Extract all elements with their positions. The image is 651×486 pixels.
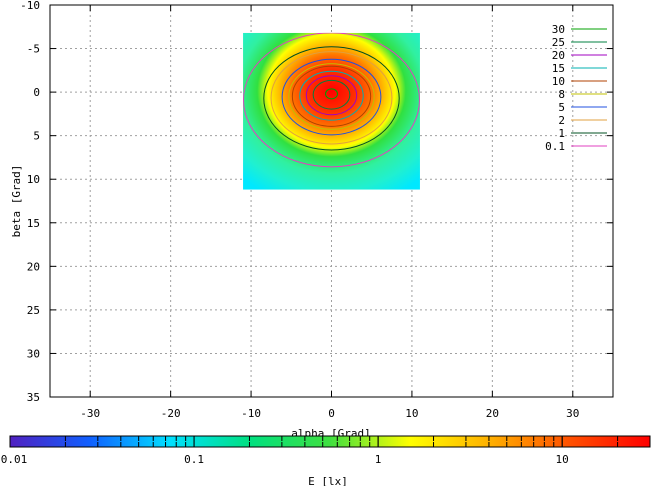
y-tick-label: 15 xyxy=(27,217,40,230)
contour-lines xyxy=(243,32,420,168)
heatmap xyxy=(243,32,420,190)
x-tick-label: -20 xyxy=(161,407,181,420)
y-tick-label: 10 xyxy=(27,173,40,186)
contour-20 xyxy=(305,75,358,116)
contour-10 xyxy=(291,65,372,127)
colorbar-ticks: 0.01 0.1 1 10 xyxy=(1,436,651,466)
contour-1 xyxy=(263,46,400,151)
legend-label: 1 xyxy=(558,127,565,140)
contour-25 xyxy=(312,79,351,110)
legend-label: 15 xyxy=(552,62,565,75)
legend-label: 8 xyxy=(558,88,565,101)
colorbar-label: E [lx] xyxy=(308,475,348,486)
x-tick-label: 0 xyxy=(328,407,335,420)
heatmap-background xyxy=(243,32,420,190)
y-tick-label: -10 xyxy=(20,0,40,12)
colorbar-tick-label: 1 xyxy=(375,453,382,466)
y-tick-label: 20 xyxy=(27,260,40,273)
y-tick-label: 5 xyxy=(33,130,40,143)
x-tick-label: 10 xyxy=(405,407,418,420)
contour-2 xyxy=(270,51,393,145)
contour-5 xyxy=(281,58,382,136)
y-tick-label: 35 xyxy=(27,391,40,404)
contour-30 xyxy=(325,88,338,100)
y-tick-label: 30 xyxy=(27,347,40,360)
y-tick-label: 25 xyxy=(27,304,40,317)
contour-15 xyxy=(299,70,364,121)
x-tick-label: 20 xyxy=(486,407,499,420)
legend-label: 2 xyxy=(558,114,565,127)
y-tick-label: -5 xyxy=(27,43,40,56)
legend-label: 30 xyxy=(552,23,565,36)
legend-label: 25 xyxy=(552,36,565,49)
legend-label: 0.1 xyxy=(545,140,565,153)
contour-8 xyxy=(288,63,375,130)
colorbar-tick-label: 0.01 xyxy=(1,453,28,466)
colorbar-tick-label: 10 xyxy=(556,453,569,466)
x-tick-label: -10 xyxy=(241,407,261,420)
legend-label: 5 xyxy=(558,101,565,114)
colorbar-tick-label: 0.1 xyxy=(184,453,204,466)
legend-label: 20 xyxy=(552,49,565,62)
legend-label: 10 xyxy=(552,75,565,88)
x-tick-label: 30 xyxy=(566,407,579,420)
x-tick-label: -30 xyxy=(80,407,100,420)
x-axis-ticks: -30 -20 -10 0 10 20 30 xyxy=(80,5,579,420)
y-tick-label: 0 xyxy=(33,86,40,99)
contour-0.1 xyxy=(243,32,420,168)
y-axis-label: beta [Grad] xyxy=(10,165,23,238)
